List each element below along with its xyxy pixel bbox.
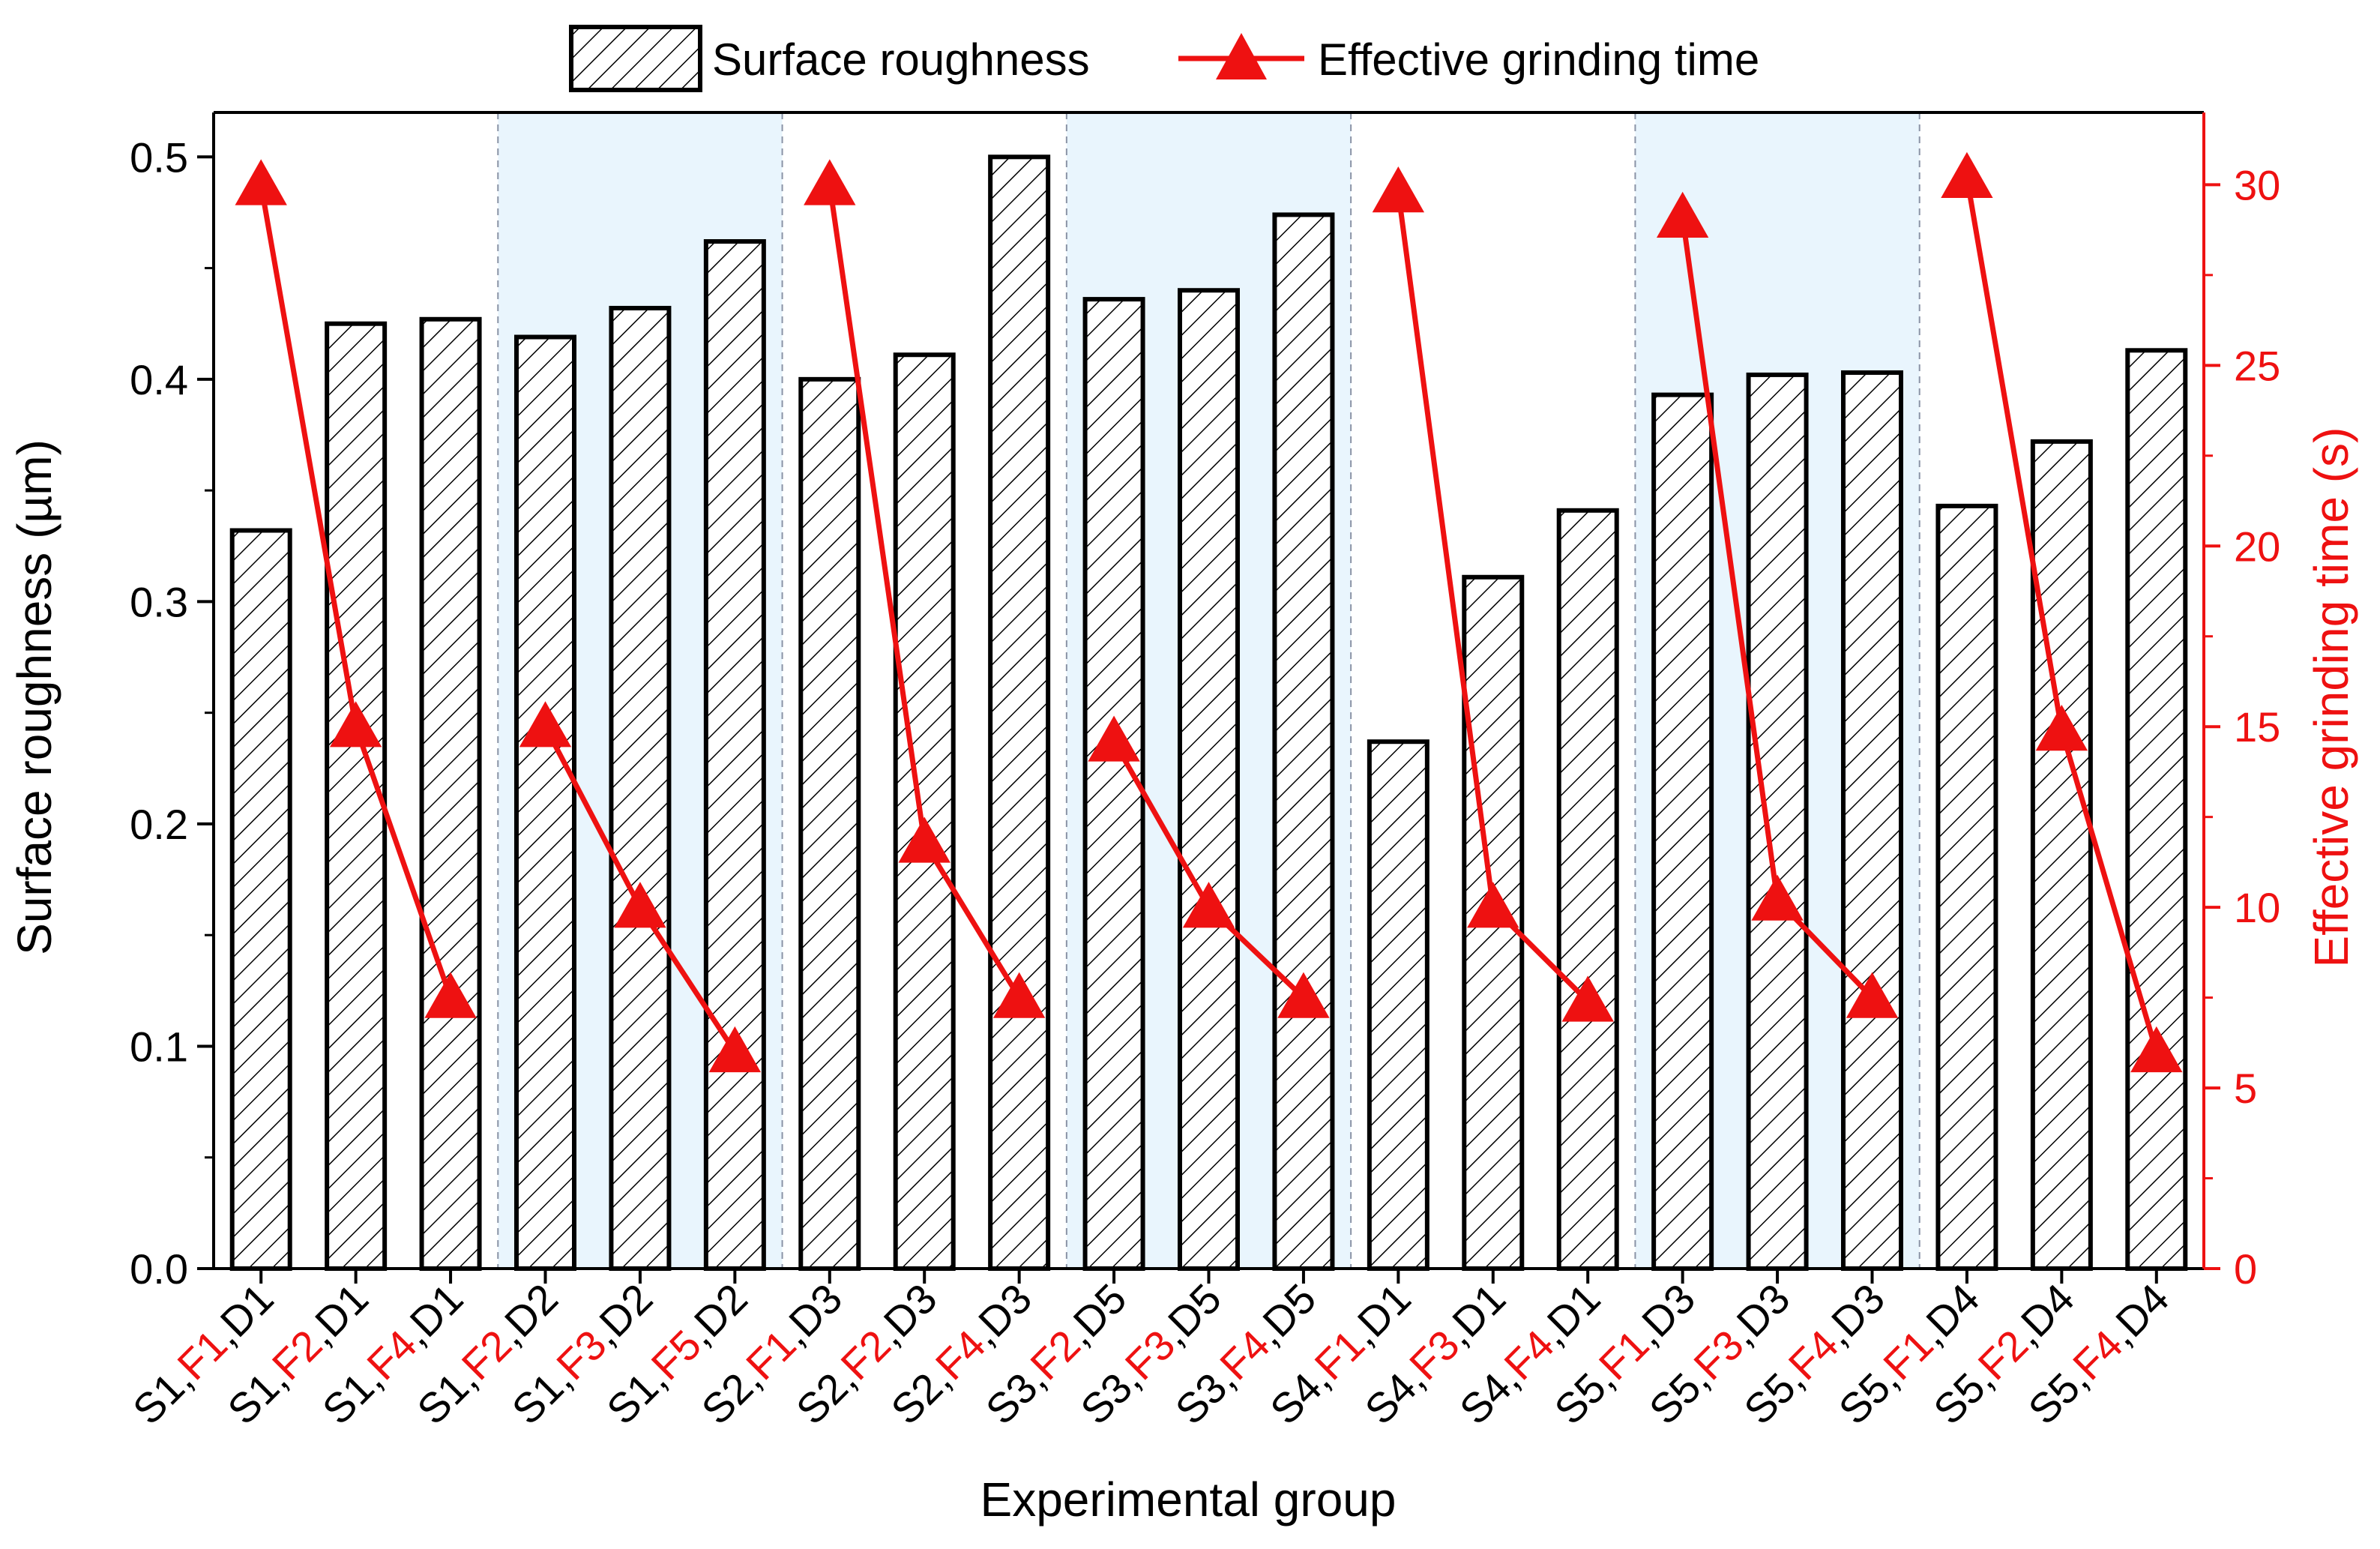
bar-15 (1651, 392, 1714, 1271)
bar-14 (1556, 508, 1619, 1271)
y-tick-label-0: 0.0 (130, 1245, 188, 1293)
line-marker-14 (1561, 975, 1614, 1022)
legend-line-label: Effective grinding time (1318, 34, 1759, 85)
y-tick-label-1: 0.1 (130, 1023, 188, 1070)
line-marker-12 (1372, 166, 1425, 213)
bar-5 (703, 238, 766, 1271)
y2-tick-label-2: 10 (2234, 884, 2280, 931)
line-marker-19 (2035, 705, 2088, 751)
line-marker-10 (1182, 882, 1235, 928)
bar-4 (609, 305, 672, 1271)
bar-16 (1746, 372, 1809, 1271)
line-marker-7 (898, 816, 951, 863)
bar-19 (2030, 439, 2093, 1271)
line-marker-0 (235, 159, 287, 205)
line-marker-5 (708, 1026, 762, 1073)
roughness-bars (229, 154, 2188, 1272)
bar-6 (798, 376, 861, 1271)
y-axis-title: Surface roughness (µm) (7, 439, 61, 955)
legend-triangle-marker (1216, 33, 1267, 79)
bar-7 (893, 352, 956, 1271)
bar-11 (1272, 212, 1335, 1271)
legend: Surface roughness Effective grinding tim… (569, 25, 1759, 92)
group-separators (497, 112, 1920, 1269)
bar-12 (1367, 739, 1429, 1271)
legend-bar-label: Surface roughness (712, 34, 1090, 85)
line-marker-17 (1846, 972, 1899, 1018)
line-marker-6 (804, 159, 856, 205)
bar-8 (988, 154, 1051, 1271)
line-marker-2 (424, 972, 477, 1018)
legend-bar-swatch (569, 25, 702, 92)
bar-17 (1841, 370, 1903, 1272)
y-tick-label-2: 0.2 (130, 801, 188, 848)
line-marker-11 (1277, 972, 1330, 1018)
line-marker-9 (1088, 715, 1140, 762)
y2-axis-title: Effective grinding time (s) (2304, 427, 2358, 968)
y-tick-label-3: 0.3 (130, 578, 188, 625)
line-marker-4 (614, 882, 666, 928)
line-marker-3 (519, 701, 572, 748)
bar-10 (1178, 288, 1240, 1272)
grinding-time-line (235, 151, 2183, 1073)
y2-tick-label-6: 30 (2234, 161, 2280, 208)
bar-1 (325, 321, 388, 1271)
y-tick-label-4: 0.4 (130, 356, 188, 403)
y2-tick-label-1: 5 (2234, 1065, 2257, 1112)
line-marker-18 (1941, 151, 1993, 198)
bar-3 (514, 334, 576, 1271)
line-marker-13 (1467, 882, 1519, 928)
bar-2 (419, 316, 482, 1271)
line-marker-1 (329, 701, 382, 748)
line-marker-20 (2130, 1026, 2183, 1073)
bar-20 (2125, 348, 2188, 1271)
x-axis-title: Experimental group (980, 1473, 1397, 1527)
line-marker-15 (1656, 191, 1709, 238)
bar-9 (1082, 297, 1145, 1272)
line-marker-16 (1751, 874, 1804, 921)
y2-tick-label-4: 20 (2234, 523, 2280, 570)
bar-0 (229, 528, 292, 1271)
y-tick-label-5: 0.5 (130, 133, 188, 181)
line-marker-8 (992, 972, 1046, 1018)
y2-tick-label-0: 0 (2234, 1245, 2257, 1293)
bar-18 (1935, 503, 1998, 1271)
y2-tick-label-3: 15 (2234, 703, 2280, 751)
y2-tick-label-5: 25 (2234, 342, 2280, 389)
